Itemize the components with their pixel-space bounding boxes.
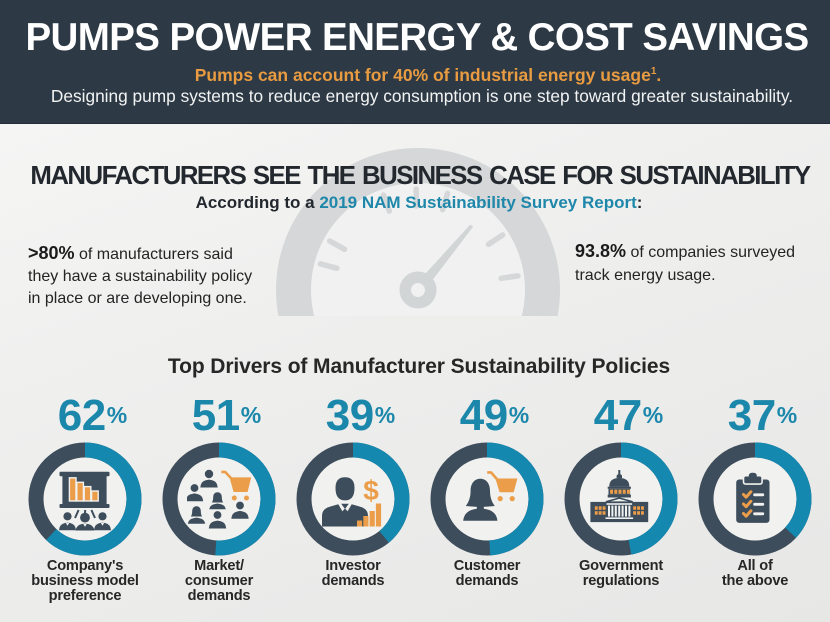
svg-text:$: $ — [363, 475, 379, 506]
